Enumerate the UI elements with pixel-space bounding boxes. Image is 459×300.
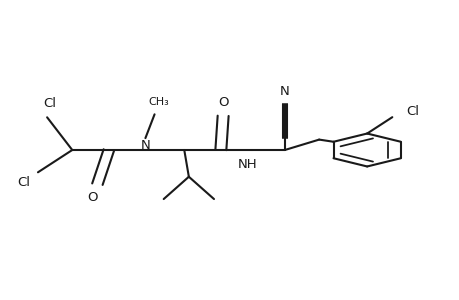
Text: O: O [87,191,98,204]
Text: N: N [280,85,289,98]
Text: Cl: Cl [18,176,31,189]
Text: N: N [140,139,150,152]
Text: CH₃: CH₃ [148,98,169,107]
Text: Cl: Cl [43,98,56,110]
Text: Cl: Cl [405,105,418,118]
Text: NH: NH [237,158,257,171]
Text: O: O [218,96,228,109]
